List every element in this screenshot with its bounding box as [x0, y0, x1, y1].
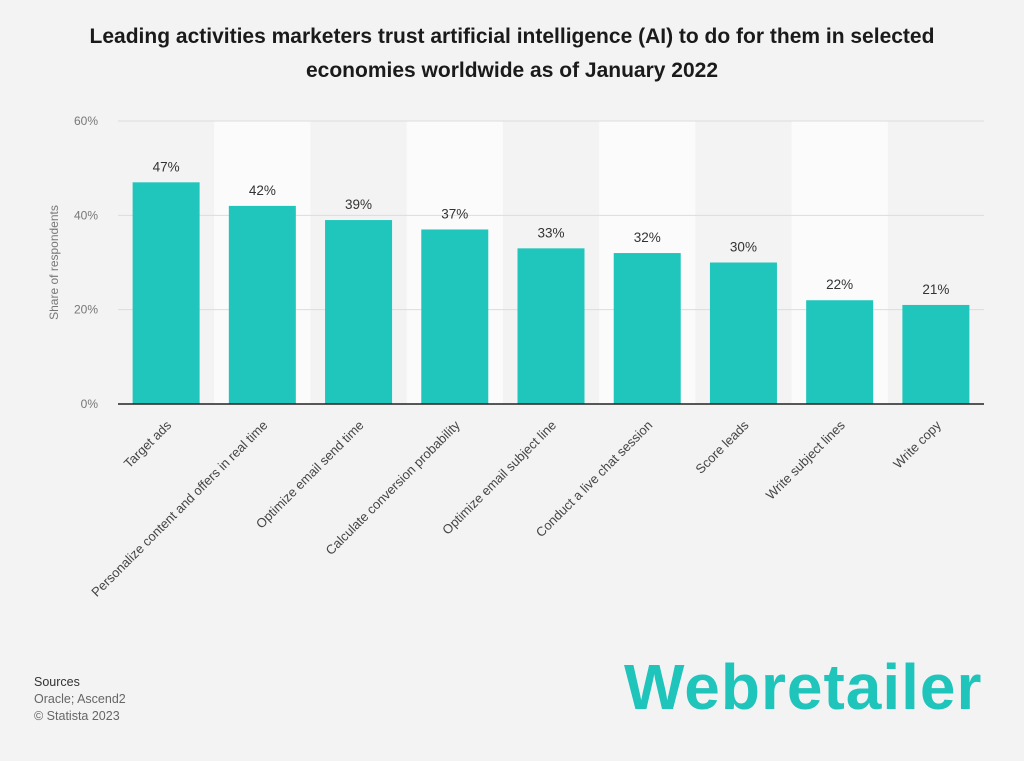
category-label: Write copy — [890, 417, 944, 471]
y-tick-label: 20% — [74, 303, 98, 317]
y-axis-label: Share of respondents — [47, 205, 61, 320]
data-label: 37% — [441, 206, 468, 221]
data-label: 32% — [634, 230, 661, 245]
data-label: 47% — [153, 159, 180, 174]
bar — [325, 220, 393, 404]
sources-block: Sources Oracle; Ascend2 © Statista 2023 — [34, 674, 126, 725]
data-label: 39% — [345, 197, 372, 212]
bar — [709, 262, 777, 404]
y-tick-label: 60% — [74, 114, 98, 128]
bar — [132, 182, 200, 404]
sources-line-2: © Statista 2023 — [34, 709, 120, 723]
chart-title: Leading activities marketers trust artif… — [89, 25, 935, 82]
category-label: Optimize email send time — [253, 418, 367, 532]
bar — [613, 253, 681, 404]
category-label: Personalize content and offers in real t… — [88, 418, 270, 600]
data-label: 30% — [730, 240, 757, 255]
category-label: Optimize email subject line — [439, 418, 559, 538]
bar — [902, 304, 970, 404]
category-label: Score leads — [692, 417, 752, 477]
bar — [517, 248, 585, 404]
data-label: 21% — [922, 282, 949, 297]
data-label: 42% — [249, 183, 276, 198]
data-label: 22% — [826, 277, 853, 292]
webretailer-logo: Webretailer — [624, 651, 983, 723]
y-tick-label: 40% — [74, 208, 98, 222]
y-tick-label: 0% — [81, 397, 99, 411]
bar — [228, 205, 296, 404]
bar — [421, 229, 489, 404]
sources-line-1: Oracle; Ascend2 — [34, 692, 126, 706]
data-label: 33% — [537, 225, 564, 240]
bar — [806, 300, 874, 404]
category-label: Write subject lines — [763, 417, 848, 502]
category-label: Target ads — [121, 417, 175, 471]
sources-heading: Sources — [34, 675, 80, 689]
